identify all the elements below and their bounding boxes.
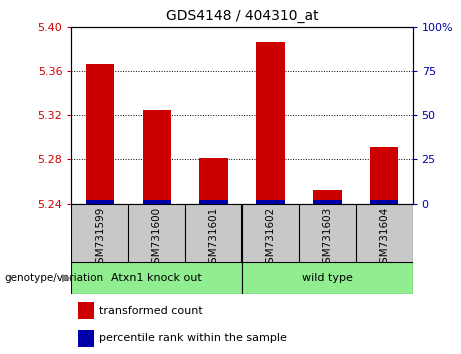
Bar bbox=[142, 109, 171, 204]
Text: Atxn1 knock out: Atxn1 knock out bbox=[112, 273, 202, 283]
Bar bbox=[242, 262, 413, 294]
Text: transformed count: transformed count bbox=[99, 306, 202, 316]
Bar bbox=[256, 42, 285, 204]
Bar bbox=[142, 200, 171, 204]
Bar bbox=[370, 147, 398, 204]
Text: GSM731600: GSM731600 bbox=[152, 206, 162, 270]
Bar bbox=[200, 158, 228, 204]
Bar bbox=[71, 262, 242, 294]
Text: GSM731602: GSM731602 bbox=[266, 206, 276, 270]
Bar bbox=[200, 200, 228, 204]
Title: GDS4148 / 404310_at: GDS4148 / 404310_at bbox=[165, 9, 319, 23]
Bar bbox=[313, 190, 342, 204]
Text: GSM731599: GSM731599 bbox=[95, 206, 105, 270]
Bar bbox=[256, 200, 285, 204]
Bar bbox=[313, 200, 342, 204]
Text: GSM731601: GSM731601 bbox=[208, 206, 219, 270]
Bar bbox=[86, 64, 114, 204]
Text: ▶: ▶ bbox=[62, 273, 71, 283]
Bar bbox=[78, 330, 94, 347]
Text: wild type: wild type bbox=[302, 273, 353, 283]
Bar bbox=[370, 200, 398, 204]
Text: GSM731603: GSM731603 bbox=[322, 206, 332, 270]
Text: GSM731604: GSM731604 bbox=[379, 206, 389, 270]
Text: genotype/variation: genotype/variation bbox=[5, 273, 104, 283]
Bar bbox=[86, 200, 114, 204]
Bar bbox=[78, 302, 94, 319]
Text: percentile rank within the sample: percentile rank within the sample bbox=[99, 333, 287, 343]
